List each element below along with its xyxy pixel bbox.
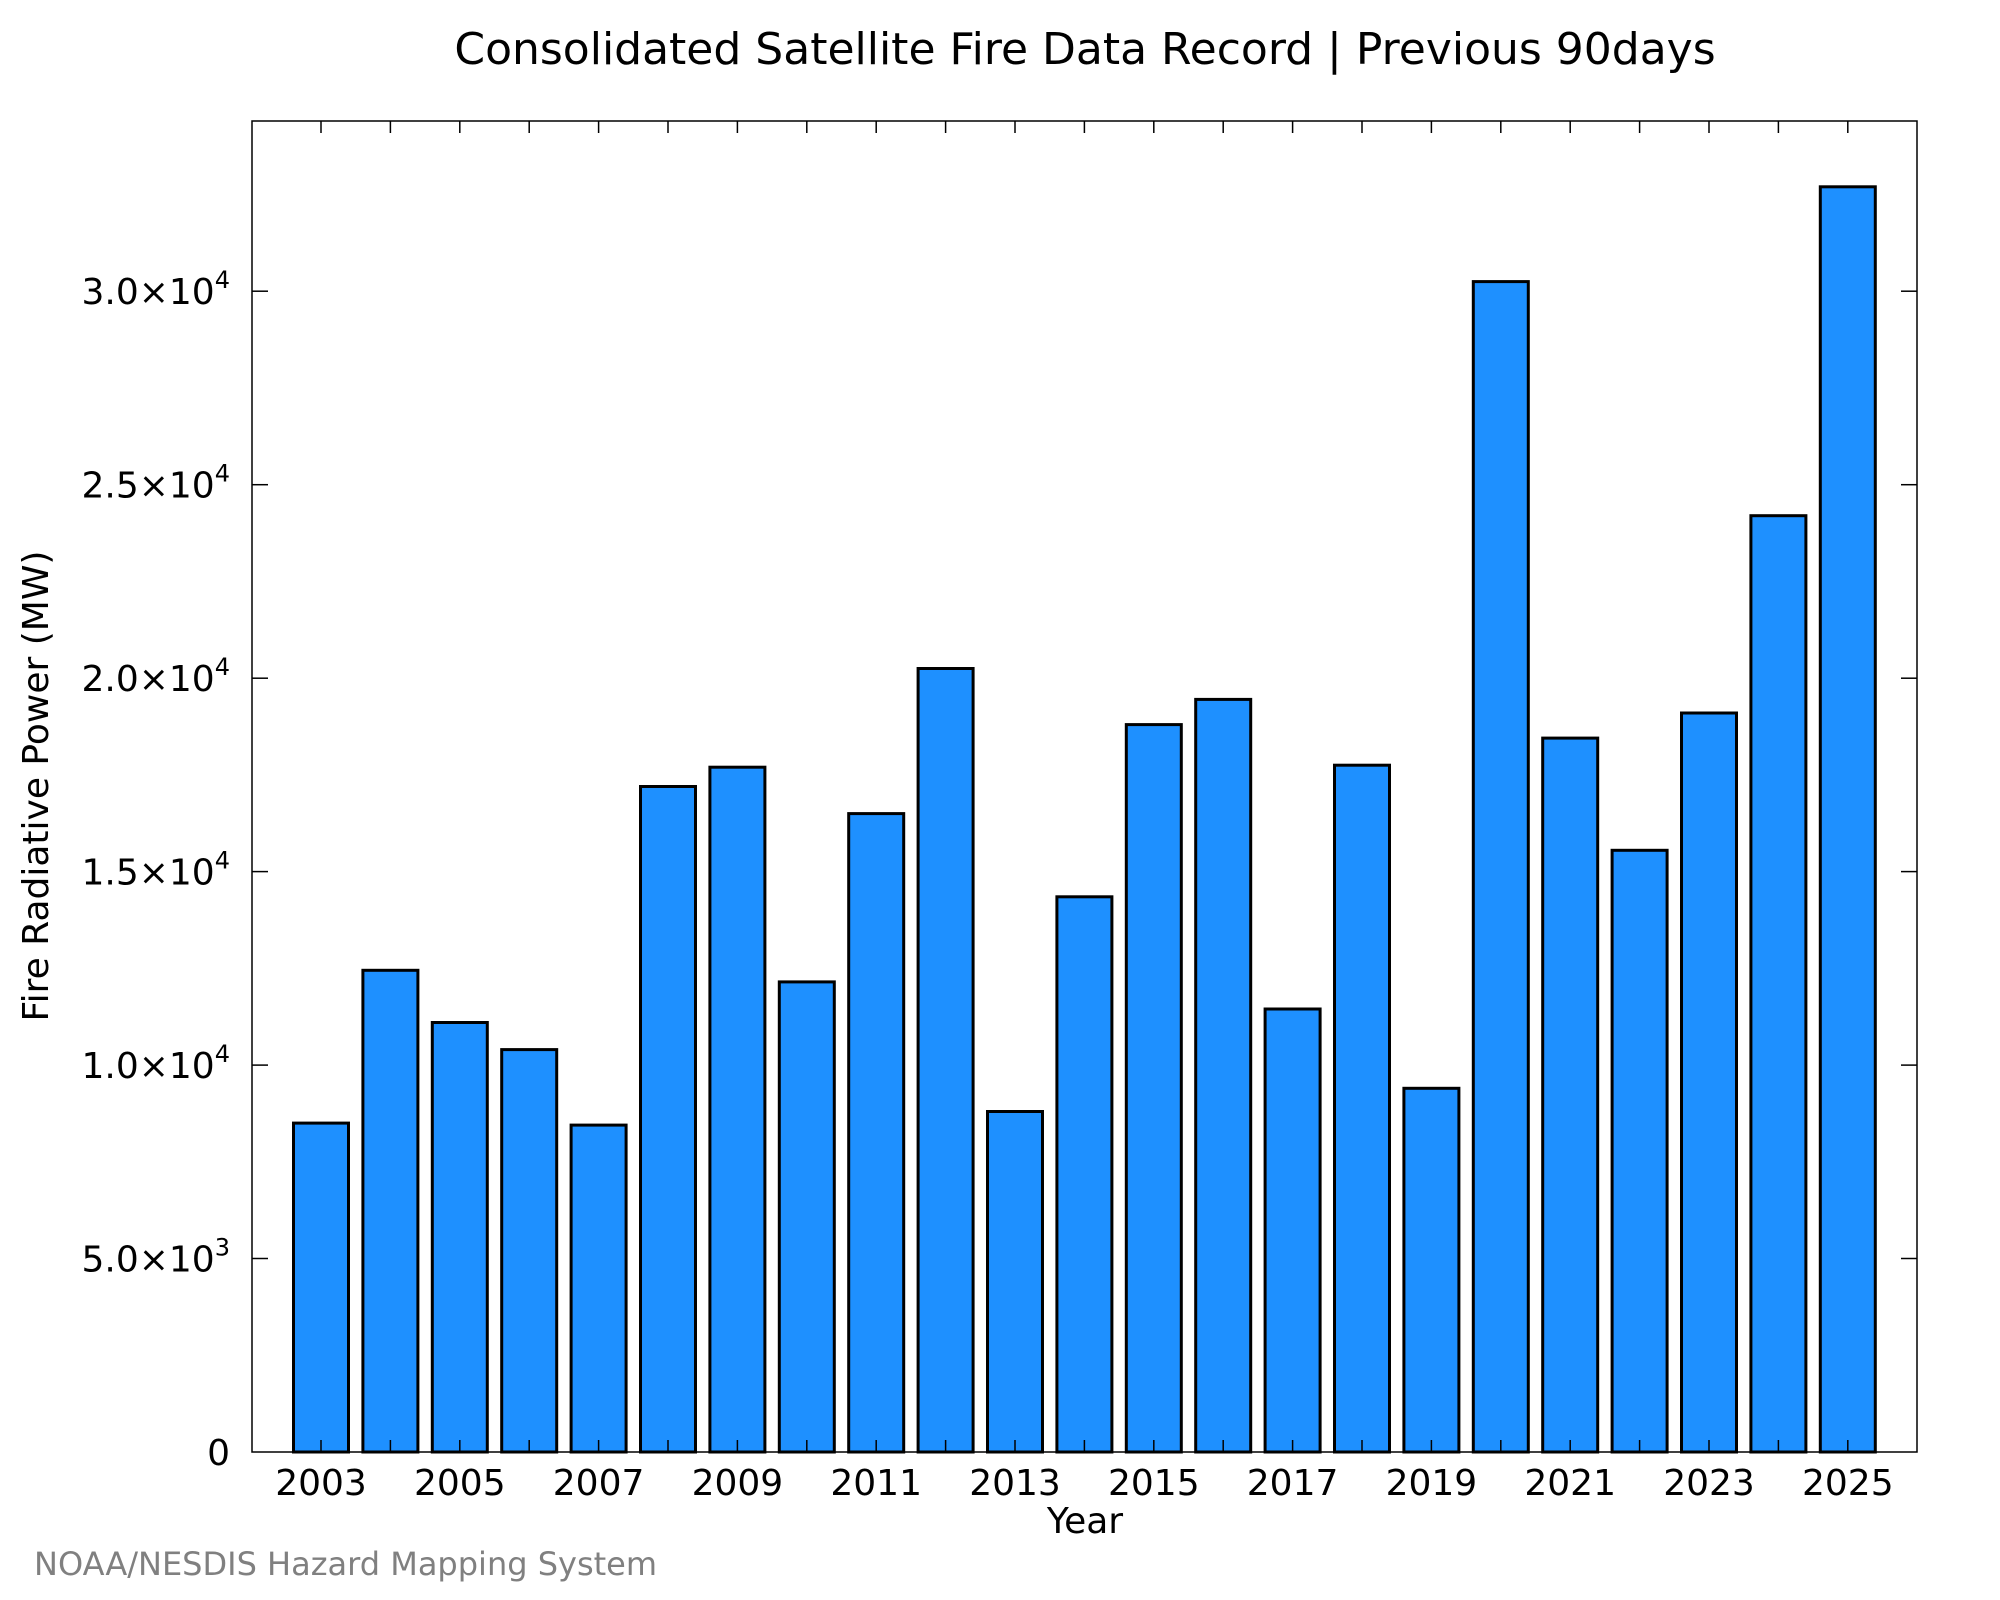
bar-2013 (986, 1110, 1044, 1454)
y-tick-label: 2.5×104 (81, 460, 230, 507)
x-tick-label: 2017 (1247, 1463, 1339, 1504)
bar-2007 (569, 1123, 628, 1454)
bar-2023 (1680, 711, 1738, 1454)
x-tick-label: 2003 (275, 1463, 367, 1504)
y-tick-label: 1.5×104 (81, 847, 230, 894)
bar-2003 (292, 1121, 350, 1454)
bar-2012 (916, 667, 975, 1454)
bar-2017 (1263, 1007, 1322, 1454)
y-tick-label: 1.0×104 (81, 1040, 230, 1087)
y-tick-label: 5.0×103 (81, 1234, 230, 1281)
y-axis-title: Fire Radiative Power (MW) (16, 551, 57, 1022)
x-tick-label: 2009 (692, 1463, 784, 1504)
bar-2004 (361, 968, 420, 1454)
x-tick-label: 2025 (1802, 1463, 1894, 1504)
bar-2006 (500, 1048, 559, 1454)
bar-2022 (1610, 848, 1669, 1454)
x-tick-label: 2013 (969, 1463, 1061, 1504)
bar-2025 (1818, 185, 1877, 1454)
bar-2024 (1749, 514, 1808, 1454)
x-tick-label: 2011 (830, 1463, 922, 1504)
bar-2010 (777, 980, 836, 1454)
x-axis-title: Year (1046, 1501, 1123, 1542)
x-tick-label: 2007 (553, 1463, 645, 1504)
chart-title: Consolidated Satellite Fire Data Record … (454, 24, 1715, 75)
bar-2020 (1471, 280, 1530, 1454)
bar-2016 (1194, 697, 1253, 1454)
x-axis: 2003 2005 2007 2009 2011 2013 2015 2017 2019 2021… (275, 121, 1894, 1504)
x-tick-label: 2023 (1663, 1463, 1755, 1504)
bar-2018 (1333, 763, 1391, 1454)
source-credit: NOAA/NESDIS Hazard Mapping System (34, 1545, 657, 1583)
x-tick-label: 2015 (1108, 1463, 1200, 1504)
bar-2009 (708, 765, 767, 1454)
bar-2014 (1055, 895, 1114, 1454)
bar-2021 (1541, 736, 1600, 1454)
bar-2005 (430, 1021, 489, 1454)
bars-group (292, 185, 1877, 1454)
x-tick-label: 2005 (414, 1463, 506, 1504)
y-tick-label: 3.0×104 (81, 266, 230, 313)
y-tick-label: 0 (207, 1433, 230, 1474)
bar-2019 (1402, 1086, 1461, 1454)
y-axis: 0 5.0×103 1.0×104 1.5×104 2.0×104 2.5×104 3.0×… (81, 266, 1917, 1474)
x-tick-label: 2021 (1524, 1463, 1616, 1504)
bar-2015 (1124, 723, 1183, 1454)
bar-2011 (847, 812, 906, 1454)
x-tick-label: 2019 (1386, 1463, 1478, 1504)
y-tick-label: 2.0×104 (81, 653, 230, 700)
bar-2008 (639, 785, 697, 1454)
